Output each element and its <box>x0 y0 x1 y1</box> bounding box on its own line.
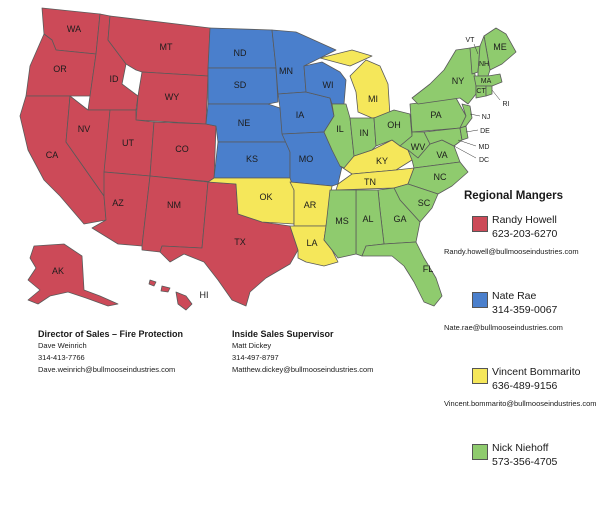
manager-name: Vincent Bommarito <box>492 366 581 378</box>
region-entry: Nate Rae 314-359-0067 Nate.rae@bullmoose… <box>444 288 598 364</box>
manager-name: Nate Rae <box>492 290 537 302</box>
state-labels: WA OR CA ID NV MT WY UT CO AZ NM TX AK H… <box>46 24 510 300</box>
label-la: LA <box>306 238 317 248</box>
manager-email: Vincent.bommarito@bullmooseindustries.co… <box>444 399 597 408</box>
label-nc: NC <box>434 172 447 182</box>
label-nv: NV <box>78 124 91 134</box>
label-leaders <box>453 43 501 159</box>
contact-name: Dave Weinrich <box>38 341 87 350</box>
state-ia <box>277 91 335 135</box>
label-wv: WV <box>411 142 426 152</box>
label-ma: MA <box>481 78 492 85</box>
label-mn: MN <box>279 66 293 76</box>
label-ny: NY <box>452 76 465 86</box>
legend-title: Regional Mangers <box>464 190 564 202</box>
region-swatch <box>472 292 488 308</box>
manager-phone: 636-489-9156 <box>492 380 558 392</box>
label-nj: NJ <box>482 114 491 121</box>
label-mi: MI <box>368 94 378 104</box>
state-nm <box>141 175 209 253</box>
label-in: IN <box>360 128 369 138</box>
label-wy: WY <box>165 92 180 102</box>
director-contact: Director of Sales – Fire Protection Dave… <box>38 328 183 376</box>
label-tx: TX <box>234 237 246 247</box>
label-ia: IA <box>296 110 305 120</box>
state-hi <box>148 279 193 311</box>
label-il: IL <box>336 124 344 134</box>
state-il <box>323 103 355 169</box>
manager-name: Nick Niehoff <box>492 442 549 454</box>
label-fl: FL <box>423 264 434 274</box>
manager-name: Randy Howell <box>492 214 557 226</box>
contact-title: Inside Sales Supervisor <box>232 329 334 339</box>
label-al: AL <box>362 214 373 224</box>
label-wi: WI <box>323 80 334 90</box>
region-swatch <box>472 444 488 460</box>
contact-phone: 314-497-8797 <box>232 353 279 362</box>
state-sd <box>207 67 279 105</box>
label-nd: ND <box>234 48 247 58</box>
label-ut: UT <box>122 138 134 148</box>
label-ks: KS <box>246 154 258 164</box>
label-az: AZ <box>112 198 124 208</box>
label-vt: VT <box>466 37 476 44</box>
region-entry: Randy Howell 623-203-6270 Randy.howell@b… <box>444 212 598 288</box>
label-nm: NM <box>167 200 181 210</box>
label-dc: DC <box>479 157 489 164</box>
state-ri <box>485 85 493 97</box>
label-or: OR <box>53 64 67 74</box>
label-pa: PA <box>430 110 441 120</box>
label-ga: GA <box>393 214 406 224</box>
region-swatch <box>472 368 488 384</box>
label-ak: AK <box>52 266 64 276</box>
label-ca: CA <box>46 150 59 160</box>
state-ak <box>27 243 119 307</box>
label-tn: TN <box>364 177 376 187</box>
label-oh: OH <box>387 120 401 130</box>
label-ne: NE <box>238 118 251 128</box>
region-entry: Vincent Bommarito 636-489-9156 Vincent.b… <box>444 364 598 440</box>
manager-phone: 573-356-4705 <box>492 456 558 468</box>
contact-phone: 314-413-7766 <box>38 353 85 362</box>
region-swatch <box>472 216 488 232</box>
label-sd: SD <box>234 80 247 90</box>
label-ri: RI <box>503 101 510 108</box>
label-ok: OK <box>259 192 272 202</box>
label-id: ID <box>110 74 120 84</box>
state-ny <box>411 47 477 105</box>
label-mt: MT <box>160 42 173 52</box>
label-sc: SC <box>418 198 431 208</box>
region-entry: Nick Niehoff 573-356-4705 <box>464 440 598 516</box>
manager-email: Nate.rae@bullmooseindustries.com <box>444 323 563 332</box>
state-ms <box>323 189 357 259</box>
contact-email: Dave.weinrich@bullmooseindustries.com <box>38 365 176 374</box>
label-mo: MO <box>299 154 314 164</box>
label-hi: HI <box>200 290 209 300</box>
label-nh: NH <box>479 61 489 68</box>
label-me: ME <box>493 42 507 52</box>
manager-email: Randy.howell@bullmooseindustries.com <box>444 247 579 256</box>
state-nj <box>459 103 473 129</box>
label-ar: AR <box>304 200 317 210</box>
manager-phone: 623-203-6270 <box>492 228 558 240</box>
label-de: DE <box>480 128 490 135</box>
label-md: MD <box>479 144 490 151</box>
contact-email: Matthew.dickey@bullmooseindustries.com <box>232 365 374 374</box>
label-wa: WA <box>67 24 81 34</box>
us-regions-map: WA OR CA ID NV MT WY UT CO AZ NM TX AK H… <box>19 7 517 311</box>
state-wy <box>135 71 209 125</box>
contact-title: Director of Sales – Fire Protection <box>38 329 184 339</box>
state-fl <box>361 241 443 307</box>
regional-managers-legend: Regional Mangers Randy Howell 623-203-62… <box>444 190 598 516</box>
manager-phone: 314-359-0067 <box>492 304 558 316</box>
label-ms: MS <box>335 216 349 226</box>
state-in <box>349 117 377 157</box>
label-ct: CT <box>476 88 486 95</box>
state-co <box>149 121 217 183</box>
inside-sales-contact: Inside Sales Supervisor Matt Dickey 314-… <box>232 328 373 376</box>
label-va: VA <box>436 150 447 160</box>
contact-name: Matt Dickey <box>232 341 272 350</box>
label-ky: KY <box>376 156 388 166</box>
label-co: CO <box>175 144 189 154</box>
